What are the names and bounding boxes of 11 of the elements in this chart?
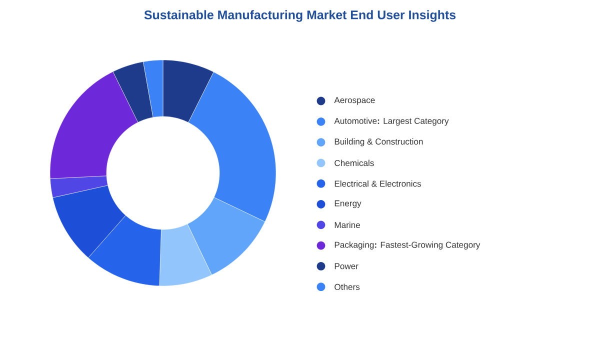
legend-label: Automotive: Largest Category [334, 118, 449, 126]
legend-label: Marine [334, 222, 360, 228]
legend-label: Packaging: Fastest-Growing Category [334, 242, 480, 250]
legend-label: Others [334, 284, 360, 290]
chart-title: Sustainable Manufacturing Market End User Insights [144, 10, 456, 22]
legend-label: Energy [334, 200, 362, 208]
legend-label: Chemicals [334, 160, 374, 166]
legend-label: Aerospace [334, 97, 375, 105]
legend-label: Building & Construction [334, 138, 423, 146]
legend-label: Power [334, 263, 358, 270]
legend-label: Electrical & Electronics [334, 180, 422, 187]
